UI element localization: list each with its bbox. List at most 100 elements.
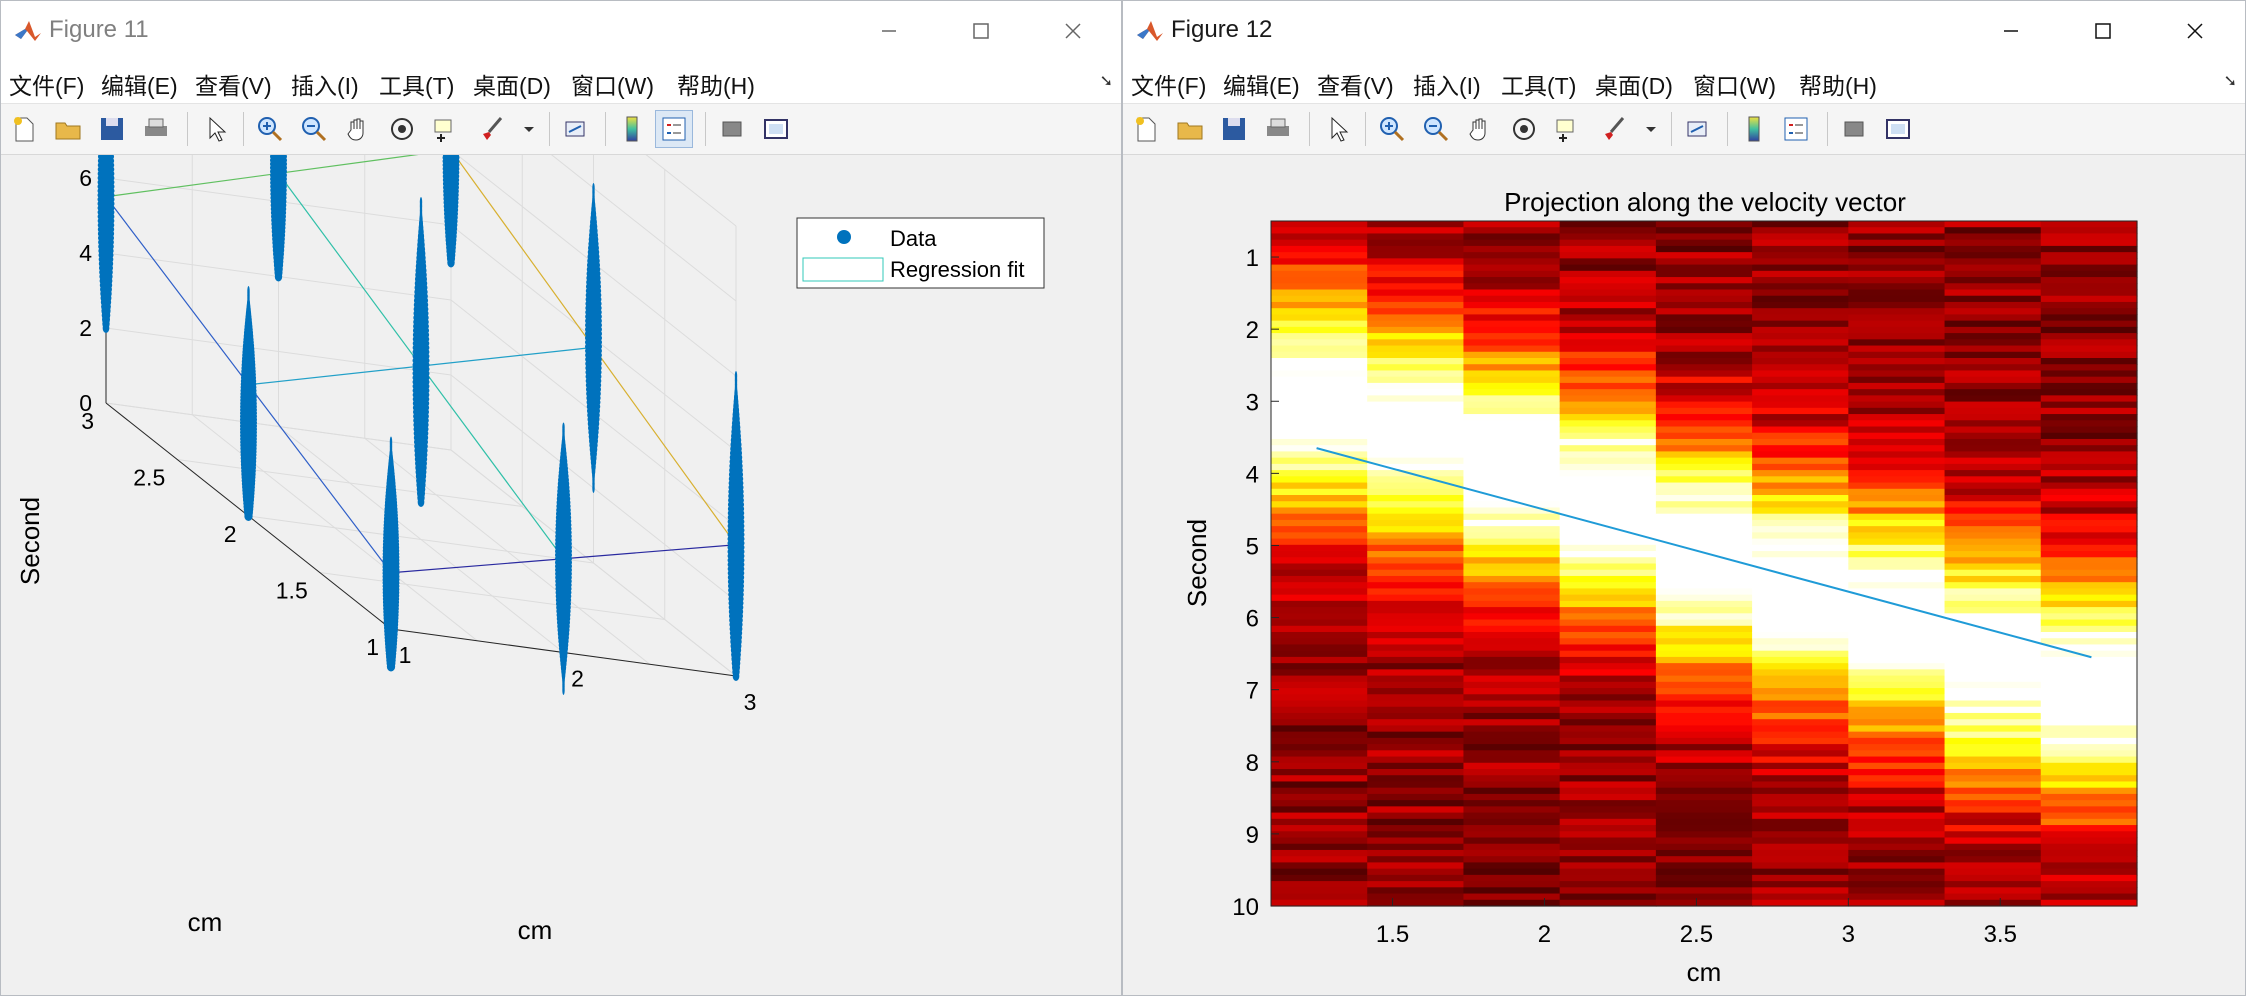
heatmap-cell <box>1367 588 1465 596</box>
new-figure-button[interactable] <box>1127 110 1165 148</box>
rotate-3d-button[interactable] <box>383 110 421 148</box>
heatmap-cell <box>1752 414 1849 421</box>
colorbar-button[interactable] <box>613 110 651 148</box>
menu-view[interactable]: 查看(V) <box>1317 73 1394 99</box>
heatmap-plot[interactable]: Projection along the velocity vector 1.5… <box>1123 155 2246 996</box>
colorbar-button[interactable] <box>1735 110 1773 148</box>
heatmap-cell <box>1655 681 1753 689</box>
brush-dropdown[interactable] <box>517 110 541 148</box>
menu-desktop[interactable]: 桌面(D) <box>1595 73 1673 99</box>
maximize-button[interactable] <box>951 9 1011 53</box>
close-button[interactable] <box>1043 9 1103 53</box>
heatmap-cell <box>1271 756 1368 764</box>
zoom-out-button[interactable] <box>1417 110 1455 148</box>
menu-help[interactable]: 帮助(H) <box>677 73 755 99</box>
hide-plot-tools-button[interactable] <box>1835 110 1873 148</box>
heatmap-cell <box>2040 451 2138 459</box>
menu-edit[interactable]: 编辑(E) <box>1223 73 1300 99</box>
heatmap-cell <box>1559 289 1657 297</box>
menu-tools[interactable]: 工具(T) <box>379 73 455 99</box>
heatmap-cell <box>1463 737 1561 745</box>
print-button[interactable] <box>1259 110 1297 148</box>
heatmap-cell <box>1848 445 1946 453</box>
menu-insert[interactable]: 插入(I) <box>1413 73 1481 99</box>
heatmap-cell <box>1752 320 1849 328</box>
heatmap-cell <box>1752 818 1849 826</box>
legend[interactable]: Data Regression fit <box>796 217 1045 289</box>
zoom-in-button[interactable] <box>251 110 289 148</box>
brush-button[interactable] <box>1595 110 1633 148</box>
heatmap-cell <box>1655 700 1753 708</box>
heatmap-cell <box>1367 625 1465 633</box>
legend-button[interactable] <box>1777 110 1815 148</box>
heatmap-cell <box>2040 712 2138 720</box>
menu-view[interactable]: 查看(V) <box>195 73 272 99</box>
save-button[interactable] <box>1215 110 1253 148</box>
maximize-button[interactable] <box>2073 9 2133 53</box>
zoom-in-button[interactable] <box>1373 110 1411 148</box>
heatmap-cell <box>1559 482 1657 490</box>
figure-12-canvas[interactable]: Projection along the velocity vector 1.5… <box>1123 155 2245 995</box>
heatmap-cell <box>1944 295 2042 303</box>
hide-plot-tools-button[interactable] <box>713 110 751 148</box>
grid-line <box>278 426 564 653</box>
edit-plot-button[interactable] <box>1319 110 1357 148</box>
close-button[interactable] <box>2165 9 2225 53</box>
heatmap-cell <box>1655 868 1753 876</box>
menu-file[interactable]: 文件(F) <box>1131 73 1207 99</box>
pan-button[interactable] <box>1461 110 1499 148</box>
brush-dropdown[interactable] <box>1639 110 1663 148</box>
heatmap-cell <box>1367 420 1465 428</box>
heatmap-cell <box>1463 507 1561 515</box>
3d-scatter-plot[interactable]: 02468101212311.522.53 Second cm cm Data … <box>1 1 1122 996</box>
title-bar[interactable]: Figure 12 <box>1123 1 2245 61</box>
menu-window[interactable]: 窗口(W) <box>1693 73 1777 99</box>
menu-desktop[interactable]: 桌面(D) <box>473 73 551 99</box>
heatmap-cell <box>1752 532 1849 540</box>
edit-plot-button[interactable] <box>197 110 235 148</box>
save-button[interactable] <box>93 110 131 148</box>
minimize-button[interactable] <box>859 9 919 53</box>
brush-button[interactable] <box>473 110 511 148</box>
menu-insert[interactable]: 插入(I) <box>291 73 359 99</box>
menu-tools[interactable]: 工具(T) <box>1501 73 1577 99</box>
dock-arrow-icon[interactable]: ➘ <box>1099 73 1113 90</box>
show-plot-tools-button[interactable] <box>1879 110 1917 148</box>
heatmap-cell <box>1559 644 1657 652</box>
title-bar[interactable]: Figure 11 <box>1 1 1121 61</box>
heatmap-cell <box>1655 382 1753 390</box>
menu-edit[interactable]: 编辑(E) <box>101 73 178 99</box>
print-button[interactable] <box>137 110 175 148</box>
heatmap-cell <box>1848 358 1946 365</box>
minimize-button[interactable] <box>1981 9 2041 53</box>
figure-11-canvas[interactable]: 02468101212311.522.53 Second cm cm Data … <box>1 1 1122 996</box>
menu-window[interactable]: 窗口(W) <box>571 73 655 99</box>
new-figure-button[interactable] <box>5 110 43 148</box>
open-file-button[interactable] <box>1171 110 1209 148</box>
link-plot-button[interactable] <box>1679 110 1717 148</box>
open-file-button[interactable] <box>49 110 87 148</box>
heatmap-cell <box>2040 339 2138 347</box>
heatmap-cell <box>2040 326 2138 334</box>
rotate-3d-button[interactable] <box>1505 110 1543 148</box>
link-plot-button[interactable] <box>557 110 595 148</box>
y-tick-label: 3 <box>1246 389 1259 416</box>
data-cursor-button[interactable] <box>1549 110 1587 148</box>
menu-help[interactable]: 帮助(H) <box>1799 73 1877 99</box>
heatmap-cell <box>1655 607 1753 614</box>
heatmap-cell <box>1944 625 2042 633</box>
dock-arrow-icon[interactable]: ➘ <box>2223 73 2237 90</box>
heatmap-cell <box>1752 345 1849 353</box>
data-cursor-button[interactable] <box>427 110 465 148</box>
heatmap-cell <box>1463 239 1561 247</box>
pan-button[interactable] <box>339 110 377 148</box>
heatmap-cell <box>1463 594 1561 602</box>
x-tick-label: 3.5 <box>1984 921 2017 948</box>
zoom-out-button[interactable] <box>295 110 333 148</box>
show-plot-tools-button[interactable] <box>757 110 795 148</box>
heatmap-cell <box>1752 277 1849 284</box>
menu-file[interactable]: 文件(F) <box>9 73 85 99</box>
heatmap-cell <box>1367 401 1465 409</box>
legend-button[interactable] <box>655 110 693 148</box>
heatmap-cell <box>1463 470 1561 477</box>
